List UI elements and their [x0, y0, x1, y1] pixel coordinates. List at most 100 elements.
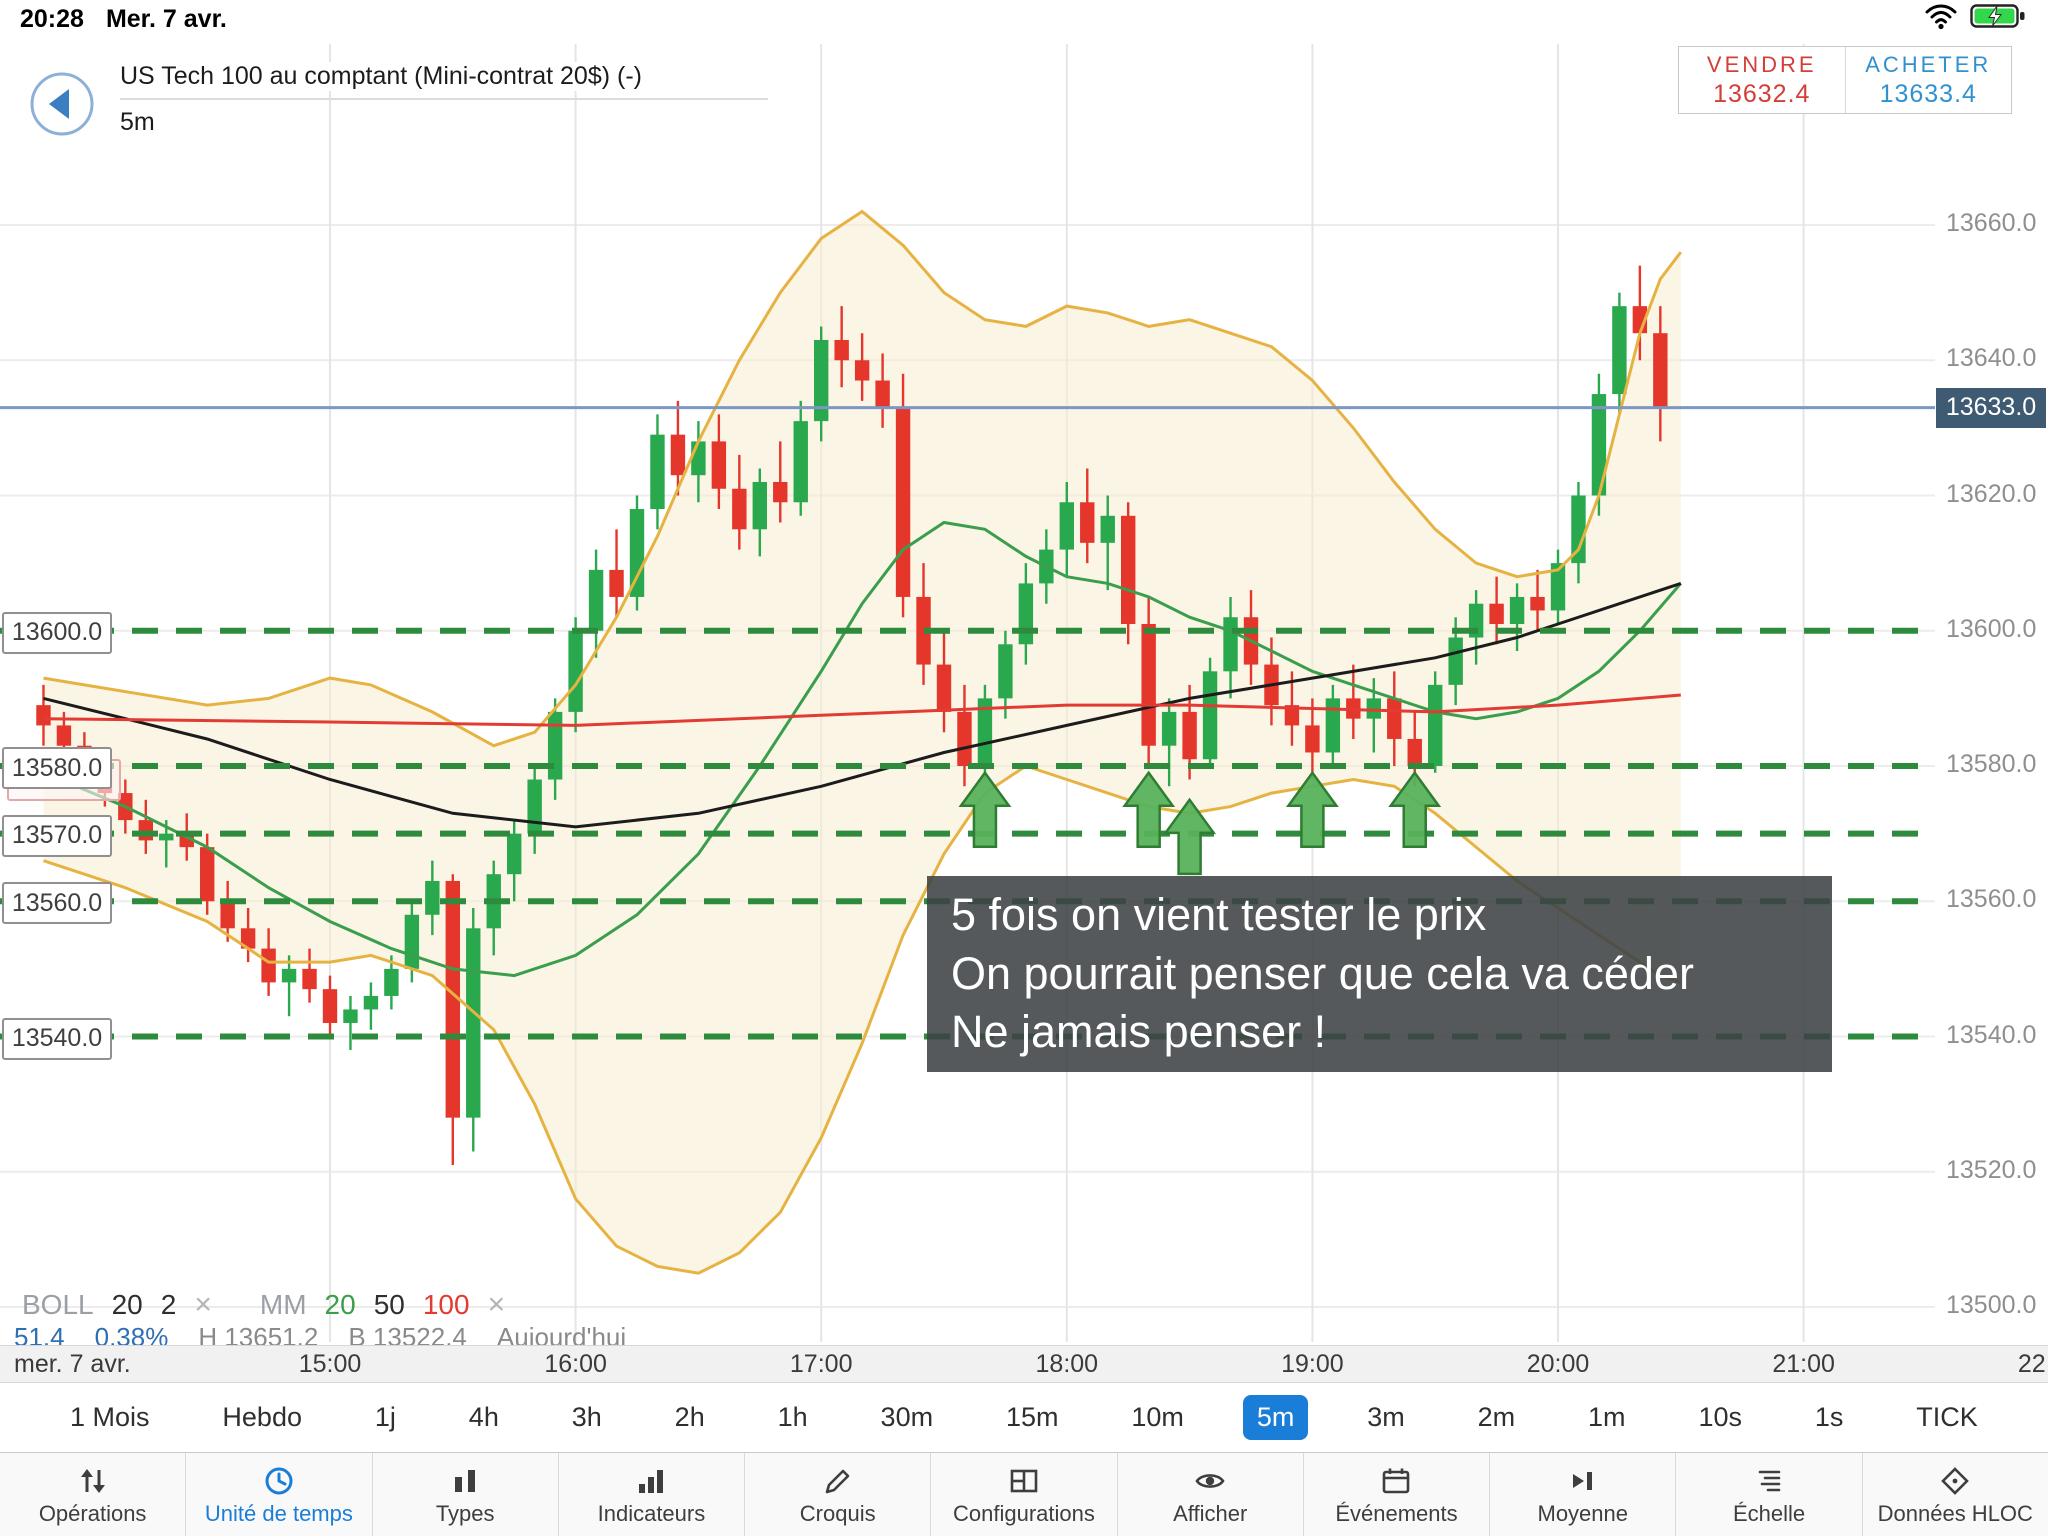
- toolbar-item-types[interactable]: Types: [373, 1453, 559, 1536]
- candle-body: [302, 968, 317, 990]
- timeframe-2h[interactable]: 2h: [674, 1402, 705, 1432]
- candle-body: [1550, 563, 1566, 611]
- timeframe-tick[interactable]: TICK: [1916, 1402, 1978, 1432]
- price-ax-tick: 13620.0: [1946, 479, 2037, 508]
- price-level-label[interactable]: 13600.0: [2, 611, 112, 654]
- candle-body: [650, 434, 665, 510]
- timeframe-1h[interactable]: 1h: [777, 1402, 808, 1432]
- timeframe-30m[interactable]: 30m: [880, 1402, 934, 1432]
- timeframe-5m[interactable]: 5m: [1242, 1395, 1309, 1440]
- candle-body: [1059, 502, 1074, 550]
- sell-button[interactable]: VENDRE 13632.4: [1679, 47, 1846, 113]
- candle-body: [895, 407, 911, 597]
- candle-body: [1202, 671, 1218, 760]
- toolbar-item-label: Croquis: [799, 1500, 876, 1526]
- toolbar-item-evenements[interactable]: Événements: [1304, 1453, 1491, 1536]
- candle-body: [732, 488, 747, 530]
- toolbar-item-label: Indicateurs: [597, 1500, 706, 1526]
- toolbar-item-unite-de-temps[interactable]: Unité de temps: [186, 1453, 373, 1536]
- annotation-line: On pourrait penser que cela va céder: [951, 947, 1694, 999]
- buy-signal-arrow[interactable]: [958, 770, 1012, 849]
- time-ax-tick: 22:00: [2017, 1350, 2048, 1378]
- candle-body: [1448, 637, 1463, 685]
- candle-body: [1612, 306, 1627, 395]
- timeframe-4h[interactable]: 4h: [468, 1402, 499, 1432]
- candle-body: [261, 948, 276, 983]
- time-axis[interactable]: mer. 7 avr. 15:00 16:00 17:00 18:00 19:00 20:…: [0, 1345, 2048, 1383]
- price-ax-tick: 13660.0: [1946, 209, 2037, 237]
- title-divider: [120, 98, 768, 100]
- candle-body: [916, 596, 931, 665]
- toolbar-item-echelle[interactable]: Échelle: [1676, 1453, 1863, 1536]
- candle-body: [445, 880, 460, 1118]
- timeframe-15m[interactable]: 15m: [1005, 1402, 1059, 1432]
- bar-chart-icon: [634, 1464, 668, 1498]
- candle-body: [691, 441, 706, 476]
- timeframe-3h[interactable]: 3h: [571, 1402, 602, 1432]
- timeframe-1m[interactable]: 1m: [1588, 1402, 1626, 1432]
- buy-button[interactable]: ACHETER 13633.4: [1846, 47, 2012, 113]
- timeframe-1-mois[interactable]: 1 Mois: [70, 1402, 150, 1432]
- remove-boll-icon[interactable]: ×: [194, 1288, 212, 1321]
- candle-body: [854, 360, 870, 381]
- toolbar-item-moyenne[interactable]: Moyenne: [1490, 1453, 1677, 1536]
- candle-body: [1161, 711, 1177, 746]
- buy-signal-arrow[interactable]: [1163, 797, 1217, 876]
- status-time: 20:28: [20, 4, 84, 33]
- toolbar-item-label: Afficher: [1173, 1500, 1248, 1526]
- trade-ticket: VENDRE 13632.4 ACHETER 13633.4: [1678, 46, 2012, 114]
- status-date: Mer. 7 avr.: [105, 4, 227, 33]
- price-level-label[interactable]: 13570.0: [2, 814, 112, 857]
- candle-body: [629, 509, 645, 597]
- timeframe-3m[interactable]: 3m: [1367, 1402, 1405, 1432]
- time-ax-tick: 19:00: [1281, 1350, 1344, 1378]
- buy-signal-arrow[interactable]: [1122, 770, 1176, 849]
- price-axis[interactable]: 13660.0 13640.0 13620.0 13600.0 13580.0 13560…: [1938, 0, 2048, 1345]
- toolbar-item-operations[interactable]: Opérations: [0, 1453, 187, 1536]
- candle-body: [1305, 725, 1320, 753]
- timeframe-10m[interactable]: 10m: [1131, 1402, 1184, 1432]
- toolbar-item-afficher[interactable]: Afficher: [1118, 1453, 1304, 1536]
- candle-body: [998, 644, 1013, 699]
- price-level-label[interactable]: 13580.0: [2, 747, 112, 789]
- buy-signal-arrow[interactable]: [1285, 770, 1339, 849]
- scale-icon: [1752, 1464, 1786, 1498]
- moving-average-100: [43, 693, 1681, 727]
- candle-body: [547, 711, 563, 780]
- candle-body: [588, 569, 604, 631]
- candle-body: [977, 698, 993, 766]
- price-ax-tick: 13500.0: [1946, 1291, 2037, 1319]
- timeframe-1s[interactable]: 1s: [1814, 1402, 1844, 1432]
- buy-signal-arrow[interactable]: [1388, 770, 1442, 849]
- toolbar-item-donnees-hloc[interactable]: Données HLOC: [1863, 1453, 2048, 1536]
- price-level-label[interactable]: 13560.0: [2, 882, 112, 925]
- timeframe-1j[interactable]: 1j: [374, 1402, 396, 1432]
- price-level-label[interactable]: 13540.0: [2, 1017, 112, 1060]
- moving-average-50: [43, 581, 1682, 829]
- toolbar-item-label: Données HLOC: [1877, 1500, 2033, 1526]
- toolbar-item-indicateurs[interactable]: Indicateurs: [559, 1453, 746, 1536]
- candle-body: [220, 901, 235, 929]
- timeframe-hebdo[interactable]: Hebdo: [222, 1402, 302, 1432]
- back-button[interactable]: [28, 70, 96, 138]
- timeframe-10s[interactable]: 10s: [1698, 1402, 1742, 1432]
- timeframe-2m[interactable]: 2m: [1477, 1402, 1516, 1432]
- toolbar-item-croquis[interactable]: Croquis: [745, 1453, 932, 1536]
- candle-body: [56, 725, 72, 746]
- toolbar-item-label: Moyenne: [1537, 1500, 1629, 1526]
- candle-body: [281, 968, 297, 983]
- mm-period-20: 20: [324, 1289, 356, 1320]
- candle-body: [1489, 603, 1504, 624]
- toolbar-item-configurations[interactable]: Configurations: [931, 1453, 1118, 1536]
- candle-body: [875, 380, 890, 408]
- candle-body: [404, 914, 420, 969]
- candle-body: [1100, 515, 1115, 543]
- price-chart[interactable]: [0, 0, 2048, 1345]
- candle-body: [1366, 698, 1381, 719]
- price-ax-tick: 13520.0: [1946, 1155, 2037, 1184]
- candle-body: [179, 833, 194, 848]
- candle-body: [936, 664, 952, 712]
- candle-body: [506, 833, 522, 875]
- candle-body: [1223, 617, 1238, 672]
- remove-mm-icon[interactable]: ×: [487, 1288, 506, 1321]
